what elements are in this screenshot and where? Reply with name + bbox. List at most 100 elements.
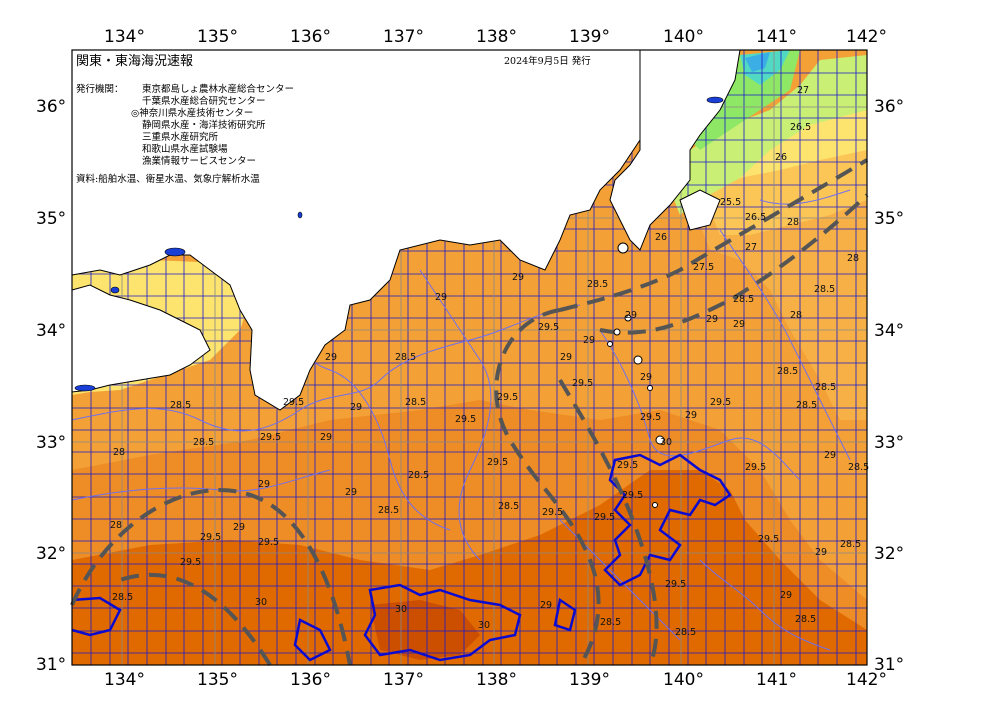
- lat-label: 33°: [874, 433, 904, 453]
- contour-label: 29.5: [200, 532, 221, 543]
- contour-line: [759, 189, 851, 205]
- contour-label: 28.5: [600, 617, 621, 628]
- island-oshima: [617, 242, 629, 254]
- lon-label: 134°: [104, 670, 145, 690]
- map-border: [71, 49, 868, 666]
- issue-date: 2024年9月5日 発行: [504, 55, 591, 67]
- kuroshio-axis-line: [558, 378, 659, 666]
- contour-line: [699, 559, 831, 651]
- contour-label: 29: [780, 590, 792, 601]
- contour-label: 29.5: [758, 534, 779, 545]
- contour-label: 28.5: [840, 539, 861, 550]
- contour-label: 28.5: [848, 462, 869, 473]
- contour-label: 29: [512, 272, 524, 283]
- island-toshima: [624, 314, 632, 322]
- issuer: ◎神奈川県水産技術センター: [131, 107, 253, 119]
- contour-label: 30: [255, 597, 267, 608]
- longitude-labels-bottom: 134° 135° 136° 137° 138° 139° 140° 141° …: [104, 670, 887, 690]
- contour-label: 26: [655, 232, 667, 243]
- contour-label: 29.5: [455, 414, 476, 425]
- contour-30: [363, 583, 522, 662]
- latitude-labels-left: 36° 35° 34° 33° 32° 31°: [36, 97, 66, 675]
- lat-label: 34°: [36, 321, 66, 341]
- lat-label: 36°: [36, 97, 66, 117]
- contour-label: 29: [685, 410, 697, 421]
- latitude-labels-right: 36° 35° 34° 33° 32° 31°: [874, 97, 904, 675]
- contour-label: 28: [110, 520, 122, 531]
- contour-label: 29: [583, 335, 595, 346]
- contour-label: 29: [824, 450, 836, 461]
- kuroshio-axis-line: [559, 158, 869, 312]
- island-aogashima: [652, 502, 658, 508]
- contour-label: 29.5: [622, 490, 643, 501]
- contour-label: 28.5: [795, 614, 816, 625]
- contour-label: 28.5: [777, 366, 798, 377]
- contour-30: [553, 597, 577, 632]
- contour-label: 28: [787, 217, 799, 228]
- lake: [706, 96, 724, 104]
- title-block: 関東・東海海況速報 2024年9月5日 発行 発行機関： 東京都島しょ農林水産総…: [76, 53, 591, 185]
- contour-label: 29: [815, 547, 827, 558]
- contour-label: 29: [233, 522, 245, 533]
- island-mikura: [647, 385, 653, 391]
- contour-label: 29: [258, 479, 270, 490]
- landmass-shikoku: [71, 284, 211, 393]
- contour-label: 29.5: [180, 557, 201, 568]
- lon-label: 141°: [756, 670, 797, 690]
- lon-label: 134°: [104, 27, 145, 47]
- issuer: 和歌山県水産試験場: [142, 143, 228, 155]
- contour-label: 29: [435, 292, 447, 303]
- lon-label: 142°: [846, 27, 887, 47]
- lat-label: 34°: [874, 321, 904, 341]
- contour-label: 28.5: [587, 279, 608, 290]
- lon-label: 136°: [290, 670, 331, 690]
- contour-label: 28.5: [796, 400, 817, 411]
- contour-label: 26.5: [745, 212, 766, 223]
- lon-label: 135°: [197, 27, 238, 47]
- lon-label: 138°: [476, 670, 517, 690]
- contour-30: [71, 596, 122, 637]
- landmass-honshu-west: [71, 49, 641, 411]
- contour-line: [71, 304, 581, 432]
- contour-label: 29: [706, 314, 718, 325]
- contour-label: 28.5: [675, 627, 696, 638]
- issuer: 三重県水産研究所: [142, 131, 219, 143]
- contour-label: 29.5: [665, 579, 686, 590]
- contour-line: [599, 329, 801, 481]
- contour-label: 25.5: [720, 197, 741, 208]
- lon-label: 137°: [383, 27, 424, 47]
- lat-label: 31°: [874, 655, 904, 675]
- issuer-label: 発行機関：: [76, 83, 124, 95]
- contour-label: 29.5: [283, 397, 304, 408]
- issuer: 東京都島しょ農林水産総合センター: [142, 83, 294, 95]
- longitude-labels-top: 134° 135° 136° 137° 138° 139° 140° 141° …: [104, 27, 887, 47]
- lake: [74, 384, 96, 392]
- contour-label: 30: [395, 604, 407, 615]
- zone-cold: [745, 52, 770, 72]
- lon-label: 140°: [663, 27, 704, 47]
- lat-label: 32°: [874, 544, 904, 564]
- lake: [297, 211, 303, 219]
- lon-label: 136°: [290, 27, 331, 47]
- contour-30: [293, 618, 332, 662]
- contour-label: 29.5: [640, 412, 661, 423]
- contour-label: 29.5: [538, 322, 559, 333]
- contour-label: 29: [350, 402, 362, 413]
- issuer: 千葉県水産総合研究センター: [142, 95, 266, 107]
- contour-label: 28.5: [814, 284, 835, 295]
- contour-label: 30: [660, 437, 672, 448]
- contour-label: 28.5: [815, 382, 836, 393]
- contour-label: 29.5: [710, 397, 731, 408]
- contour-label: 28.5: [405, 397, 426, 408]
- kuroshio-axis-line: [494, 308, 601, 667]
- contour-label: 29.5: [260, 432, 281, 443]
- contour-label: 29: [540, 600, 552, 611]
- contour-30: [603, 453, 732, 587]
- contour-labels: 27 26.5 26 25.5 26 26.5 27 27.5 28 28.5 …: [110, 85, 869, 638]
- island-niijima: [613, 328, 621, 336]
- issuer: 漁業情報サービスセンター: [142, 155, 256, 167]
- lat-label: 35°: [36, 209, 66, 229]
- contour-label: 29.5: [542, 507, 563, 518]
- lat-label: 36°: [874, 97, 904, 117]
